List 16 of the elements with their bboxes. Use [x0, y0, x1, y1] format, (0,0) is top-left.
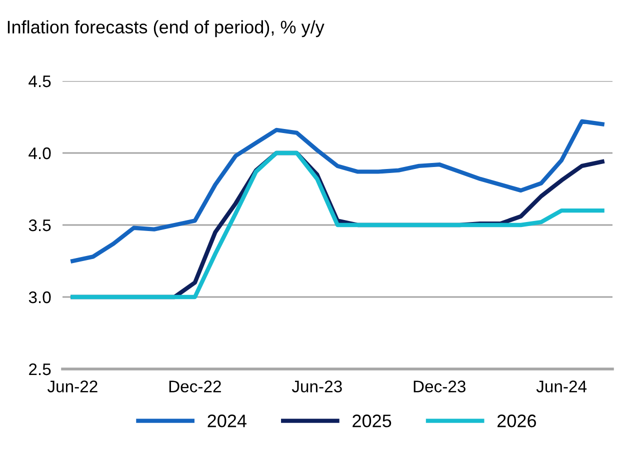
chart-title: Inflation forecasts (end of period), % y/y	[8, 20, 324, 38]
y-tick-label: 4.5	[28, 76, 51, 88]
x-tick-label: Dec-23	[414, 380, 466, 392]
y-tick-label: 3.5	[28, 219, 51, 232]
y-tick-label: 3.0	[28, 291, 51, 304]
y-tick-label: 4.0	[28, 147, 51, 160]
x-tick-label: Jun-24	[536, 380, 587, 392]
x-tick-label: Jun-23	[292, 380, 342, 392]
legend-label: 2024	[208, 414, 246, 428]
legend-label: 2025	[352, 414, 392, 428]
legend-label: 2026	[498, 414, 536, 428]
line-series	[70, 150, 604, 300]
y-tick-label: 2.5	[29, 363, 51, 376]
line-series	[70, 119, 604, 264]
x-tick-label: Jun-22	[47, 380, 98, 392]
x-tick-label: Dec-22	[169, 380, 221, 392]
